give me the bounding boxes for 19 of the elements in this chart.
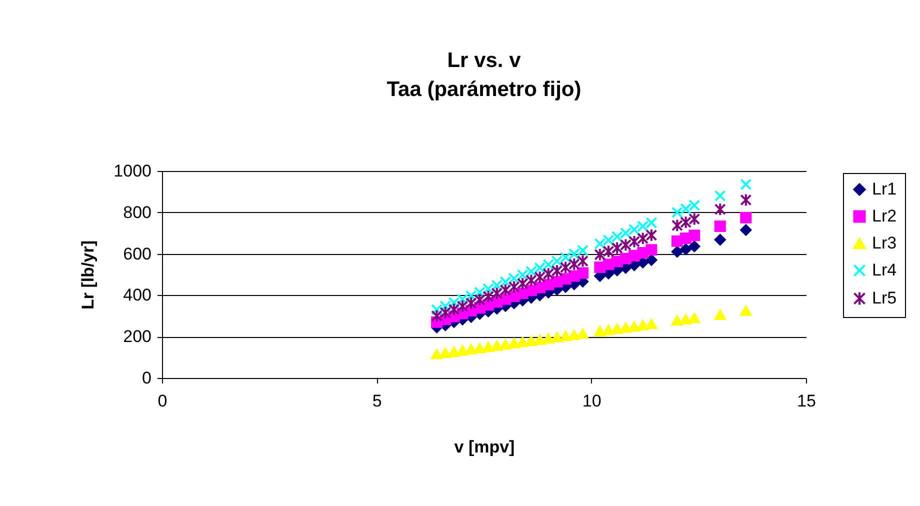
x-tick-label: 5: [372, 392, 382, 410]
legend-label: Lr2: [872, 206, 897, 226]
y-tick-label: 400: [123, 286, 152, 305]
y-tick-label: 800: [123, 202, 152, 222]
y-tick-label: 600: [123, 244, 152, 264]
chart-subtitle: Taa (parámetro fijo): [386, 78, 582, 101]
x-axis-title: v [mpv]: [454, 438, 515, 456]
y-tick-label: 200: [123, 327, 152, 346]
chart-title: Lr vs. v: [447, 49, 522, 72]
x-tick-label: 10: [582, 392, 602, 410]
legend-label: Lr5: [872, 288, 897, 308]
y-axis-title: Lr [lb/yr]: [78, 240, 98, 310]
legend-label: Lr3: [872, 234, 897, 252]
x-tick-label: 15: [797, 392, 816, 410]
legend-label: Lr1: [872, 180, 897, 198]
y-tick-label: 0: [142, 368, 152, 388]
y-tick-label: 1000: [114, 162, 152, 180]
x-tick-label: 0: [158, 392, 168, 410]
legend-label: Lr4: [872, 260, 897, 280]
